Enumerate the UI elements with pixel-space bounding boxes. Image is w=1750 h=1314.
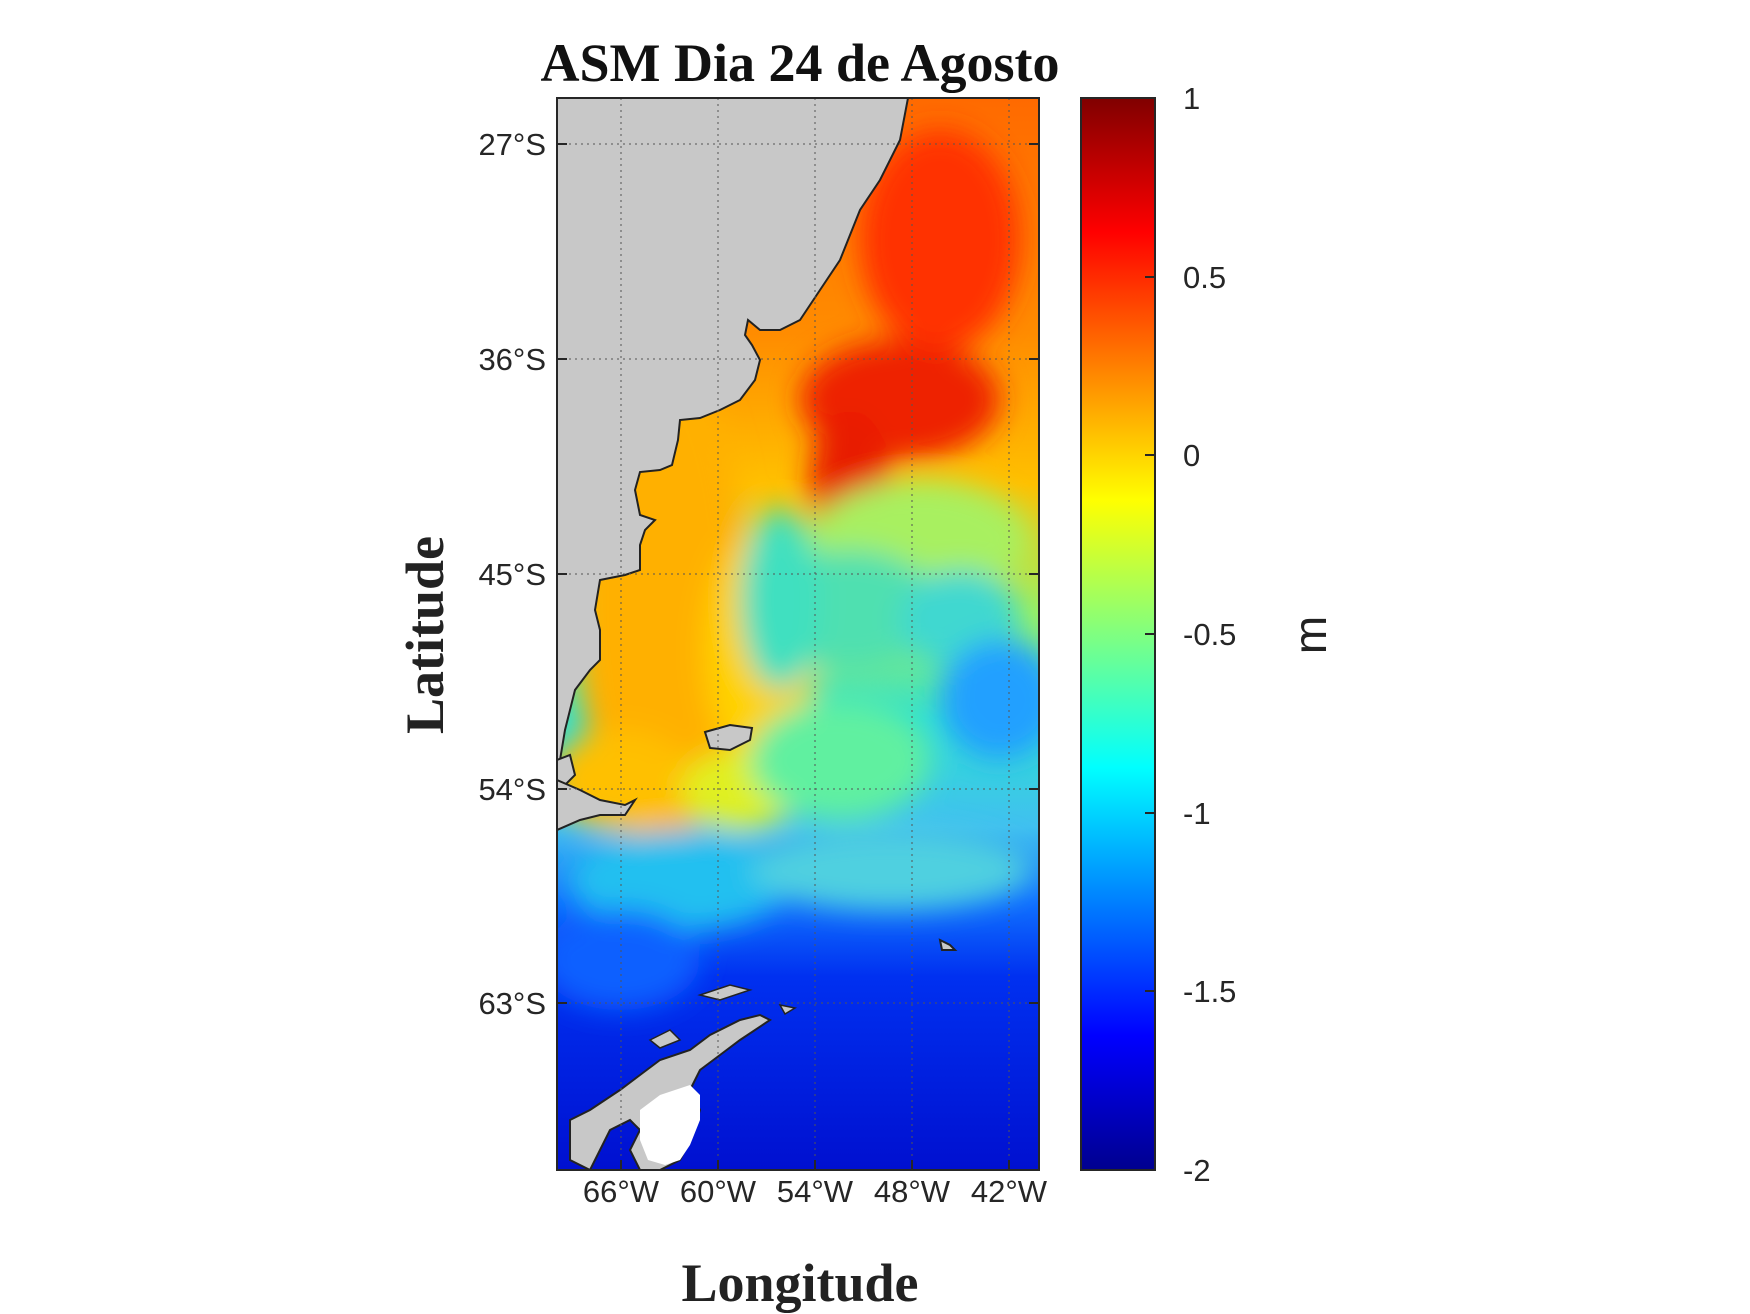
lat-tick-label: 36°S (478, 342, 546, 377)
colorbar-label: m (1283, 616, 1337, 654)
lon-tick-label: 60°W (680, 1174, 757, 1209)
colorbar-tick-label: -2 (1183, 1153, 1211, 1188)
colorbar-tick-label: 0.5 (1183, 260, 1226, 295)
colorbar-tick-label: -1.5 (1183, 974, 1236, 1009)
lat-tick-label: 63°S (478, 986, 546, 1021)
colorbar-tick-label: -1 (1183, 796, 1211, 831)
colorbar-gradient (1081, 98, 1155, 1170)
lon-tick-label: 42°W (971, 1174, 1048, 1209)
colorbar-tick-label: 1 (1183, 81, 1200, 116)
lon-tick-label: 54°W (777, 1174, 854, 1209)
lat-tick-labels: 27°S 36°S 45°S 54°S 63°S (478, 127, 546, 1021)
x-axis-label: Longitude (681, 1252, 918, 1314)
lon-tick-labels: 66°W 60°W 54°W 48°W 42°W (583, 1174, 1048, 1209)
lat-tick-label: 54°S (478, 772, 546, 807)
colorbar-tick-label: 0 (1183, 438, 1200, 473)
y-axis-label: Latitude (394, 536, 456, 734)
lon-tick-label: 66°W (583, 1174, 660, 1209)
colorbar: 1 0.5 0 -0.5 -1 -1.5 -2 (1081, 81, 1236, 1188)
lat-tick-label: 27°S (478, 127, 546, 162)
lon-tick-label: 48°W (874, 1174, 951, 1209)
colorbar-tick-label: -0.5 (1183, 617, 1236, 652)
lat-tick-label: 45°S (478, 557, 546, 592)
